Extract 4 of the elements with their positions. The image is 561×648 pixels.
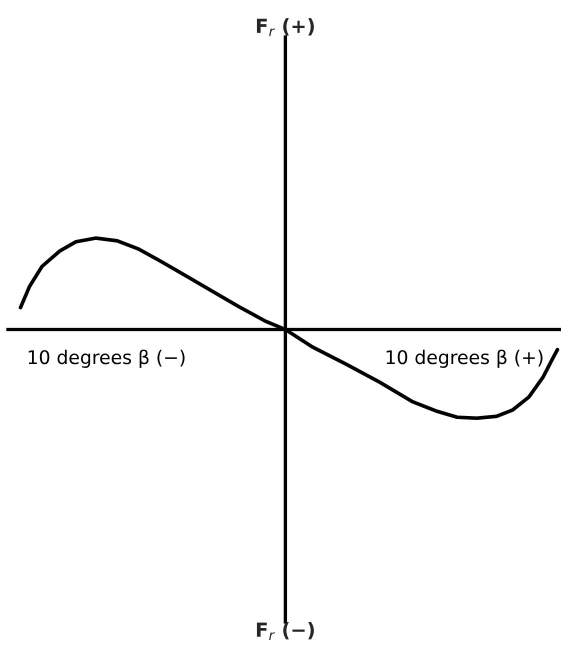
- text: F$_{r}$ (−): [256, 622, 314, 640]
- x-tick-label: 10 degrees β (−): [28, 350, 185, 368]
- x-tick-label: 10 degrees β (+): [386, 350, 542, 368]
- text: F$_{r}$ (+): [256, 18, 314, 36]
